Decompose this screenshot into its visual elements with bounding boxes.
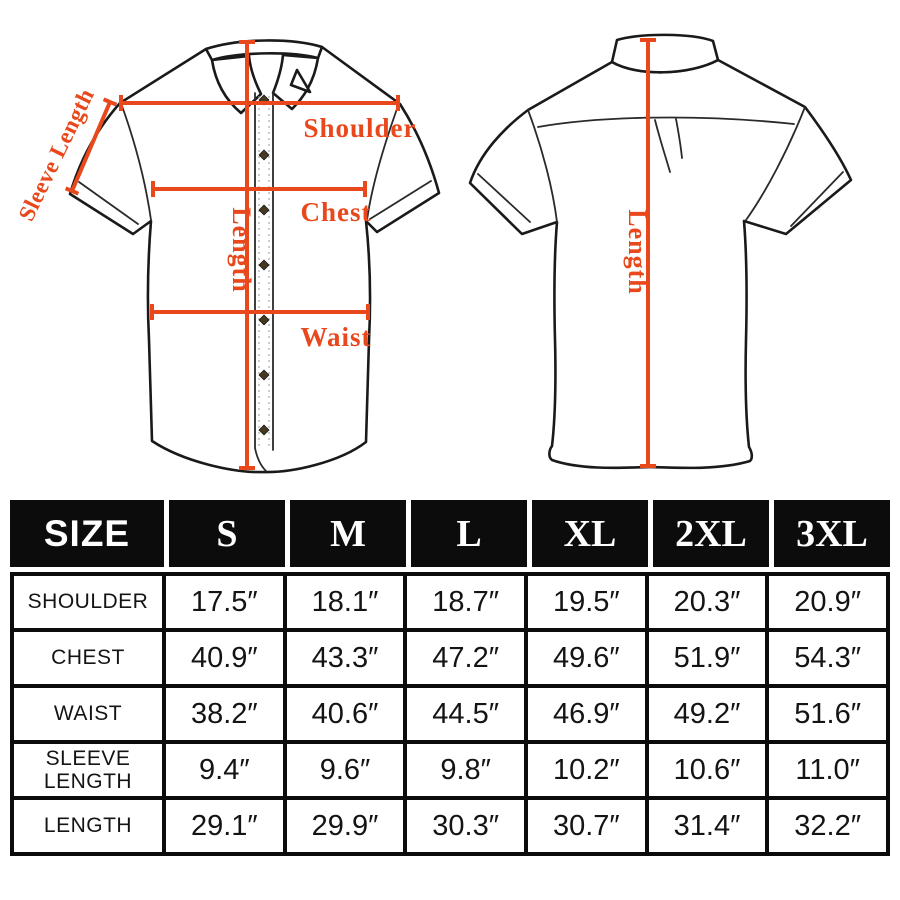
cell-length-m: 29.9″ [286, 800, 404, 852]
header-m: M [290, 500, 406, 567]
chest-line [151, 181, 367, 197]
front-length-label: Length [227, 207, 256, 292]
cell-chest-s: 40.9″ [166, 632, 283, 684]
cell-shoulder-s: 17.5″ [166, 576, 283, 628]
sleeve-length-line [64, 97, 118, 196]
size-table-header: SIZE S M L XL 2XL 3XL [10, 500, 890, 567]
cell-chest-xl: 49.6″ [527, 632, 645, 684]
header-s: S [169, 500, 285, 567]
row-label-shoulder: SHOULDER [14, 576, 162, 628]
row-label-waist: WAIST [14, 688, 162, 740]
cell-length-xl: 30.7″ [527, 800, 645, 852]
cell-length-l: 30.3″ [407, 800, 524, 852]
back-shirt-outline [468, 58, 853, 470]
waist-label: Waist [300, 322, 371, 352]
cell-sleeve-l: 9.8″ [407, 744, 524, 796]
cell-waist-2xl: 49.2″ [648, 688, 766, 740]
size-table-body: SHOULDER 17.5″ 18.1″ 18.7″ 19.5″ 20.3″ 2… [10, 572, 890, 856]
back-shirt-illustration [468, 33, 853, 470]
cell-chest-l: 47.2″ [407, 632, 524, 684]
header-3xl: 3XL [774, 500, 890, 567]
row-label-length: LENGTH [14, 800, 162, 852]
cell-sleeve-s: 9.4″ [166, 744, 283, 796]
cell-shoulder-m: 18.1″ [286, 576, 404, 628]
cell-length-3xl: 32.2″ [769, 800, 886, 852]
cell-waist-s: 38.2″ [166, 688, 283, 740]
row-label-sleeve-length: SLEEVE LENGTH [14, 744, 162, 796]
cell-waist-3xl: 51.6″ [769, 688, 886, 740]
shoulder-label: Shoulder [303, 113, 416, 143]
cell-length-s: 29.1″ [166, 800, 283, 852]
chest-label: Chest [301, 197, 372, 227]
back-length-label: Length [623, 209, 652, 294]
cell-shoulder-3xl: 20.9″ [769, 576, 886, 628]
back-collar [610, 33, 720, 74]
cell-chest-2xl: 51.9″ [648, 632, 766, 684]
cell-waist-m: 40.6″ [286, 688, 404, 740]
cell-shoulder-xl: 19.5″ [527, 576, 645, 628]
back-yoke-seam [537, 116, 795, 128]
size-table: SIZE S M L XL 2XL 3XL SHOULDER 17.5″ 18.… [10, 500, 890, 856]
shoulder-line [119, 95, 400, 111]
cell-sleeve-xl: 10.2″ [527, 744, 645, 796]
cell-sleeve-2xl: 10.6″ [648, 744, 766, 796]
cell-chest-m: 43.3″ [286, 632, 404, 684]
back-length-line [640, 38, 656, 468]
header-xl: XL [532, 500, 648, 567]
cell-shoulder-2xl: 20.3″ [648, 576, 766, 628]
cell-length-2xl: 31.4″ [648, 800, 766, 852]
diagram-svg: Shoulder Chest Waist Length Sleeve Lengt… [13, 33, 853, 474]
cell-waist-l: 44.5″ [407, 688, 524, 740]
front-shirt-illustration [68, 39, 441, 474]
shirt-measurement-diagram: Shoulder Chest Waist Length Sleeve Lengt… [13, 33, 853, 474]
front-length-line [239, 40, 255, 470]
header-size: SIZE [10, 500, 164, 567]
header-l: L [411, 500, 527, 567]
waist-line [150, 304, 370, 320]
cell-waist-xl: 46.9″ [527, 688, 645, 740]
cell-sleeve-3xl: 11.0″ [769, 744, 886, 796]
cell-chest-3xl: 54.3″ [769, 632, 886, 684]
row-label-chest: CHEST [14, 632, 162, 684]
cell-sleeve-m: 9.6″ [286, 744, 404, 796]
header-2xl: 2XL [653, 500, 769, 567]
cell-shoulder-l: 18.7″ [407, 576, 524, 628]
button-placket [254, 92, 267, 472]
